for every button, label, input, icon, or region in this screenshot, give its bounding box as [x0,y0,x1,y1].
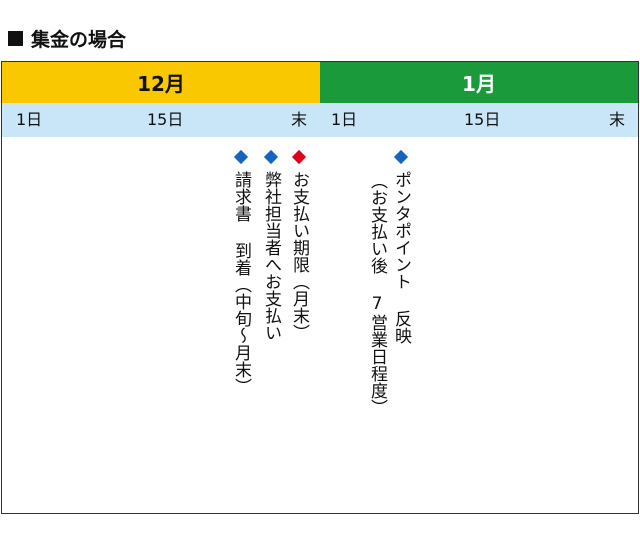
day-label-jan-15: 15日 [464,110,501,129]
section-heading-label: 集金の場合 [31,28,127,51]
month-header-january: 1月 [320,62,638,103]
section-heading: 集金の場合 [8,26,127,51]
blue-diamond-icon [393,149,409,165]
event-invoice-arrival-text: 請求書 到着（中旬〜月末） [231,171,251,395]
event-company-payment: 弊社担当者へお支払い [259,147,283,341]
square-bullet-icon [8,30,23,46]
event-ponta-point-note-text: （お支払い後 7営業日程度） [367,172,387,416]
day-label-jan-end: 末 [609,110,626,129]
days-row: 1日 15日 末 1日 15日 末 [2,103,638,137]
event-ponta-point: ポンタポイント 反映 [389,147,413,344]
day-label-dec-1: 1日 [16,110,43,129]
event-ponta-point-text: ポンタポイント 反映 [391,171,411,344]
schedule-timeline: 12月 1月 1日 15日 末 1日 15日 末 請求書 到着（中旬〜月末） 弊… [1,61,639,514]
blue-diamond-icon [233,149,249,165]
day-label-dec-15: 15日 [147,110,184,129]
day-label-dec-end: 末 [291,110,308,129]
event-payment-deadline: お支払い期限（月末） [287,147,311,341]
blue-diamond-icon [263,149,279,165]
event-invoice-arrival: 請求書 到着（中旬〜月末） [229,147,253,395]
event-ponta-point-note: （お支払い後 7営業日程度） [365,172,389,416]
event-company-payment-text: 弊社担当者へお支払い [261,171,281,341]
day-label-jan-1: 1日 [331,110,358,129]
month-header-december: 12月 [2,62,320,103]
event-payment-deadline-text: お支払い期限（月末） [289,171,309,341]
red-diamond-icon [291,149,307,165]
